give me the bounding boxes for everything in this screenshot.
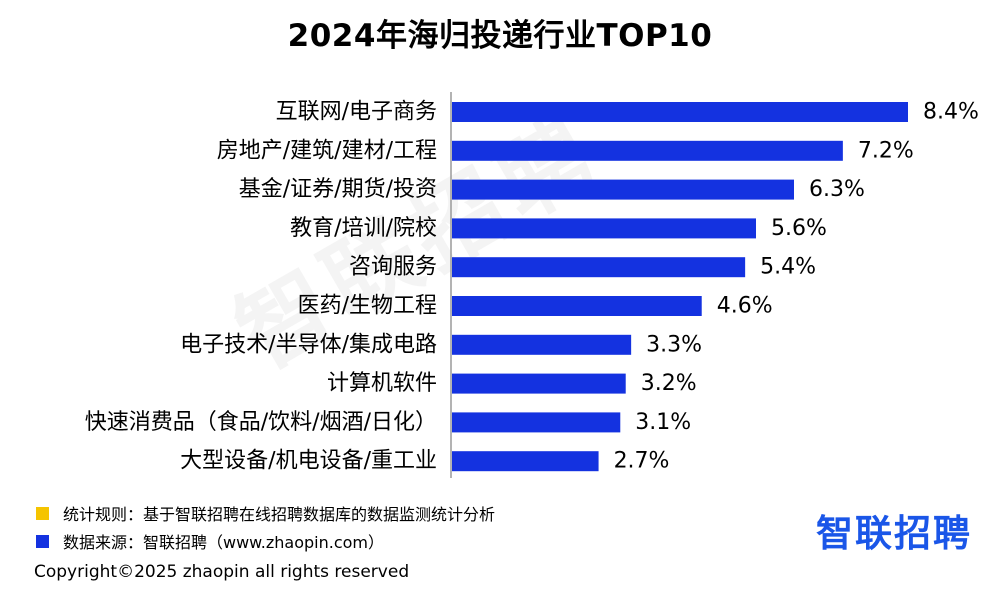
footer-rule: 统计规则：基于智联招聘在线招聘数据库的数据监测统计分析 [36, 501, 495, 525]
bar [452, 296, 702, 316]
bar [452, 179, 794, 200]
value-label: 3.2% [641, 371, 697, 396]
value-label: 6.3% [809, 177, 865, 202]
copyright-text: Copyright©2025 zhaopin all rights reserv… [34, 562, 410, 582]
value-label: 7.2% [858, 138, 914, 163]
category-label: 快速消费品（食品/饮料/烟酒/日化） [85, 410, 437, 435]
value-label: 3.1% [635, 410, 691, 435]
category-label: 大型设备/机电设备/重工业 [180, 449, 437, 474]
footer-source: 数据来源：智联招聘（www.zhaopin.com） [36, 529, 384, 553]
bar [452, 140, 843, 161]
value-label: 8.4% [923, 100, 979, 125]
category-label: 电子技术/半导体/集成电路 [180, 332, 437, 357]
category-label: 互联网/电子商务 [276, 100, 437, 125]
bar [452, 218, 756, 239]
category-label: 咨询服务 [349, 255, 437, 280]
category-label: 基金/证券/期货/投资 [239, 177, 437, 202]
category-label: 计算机软件 [327, 371, 437, 396]
bar [452, 334, 632, 355]
chart-title: 2024年海归投递行业TOP10 [287, 18, 713, 54]
value-label: 5.4% [760, 255, 816, 280]
bar [452, 373, 626, 394]
bar [452, 257, 746, 278]
value-label: 4.6% [717, 294, 773, 319]
footer-rule-text: 统计规则：基于智联招聘在线招聘数据库的数据监测统计分析 [63, 505, 496, 524]
value-label: 2.7% [614, 449, 670, 474]
value-label: 3.3% [646, 332, 702, 357]
bar [452, 102, 908, 122]
bar [452, 451, 599, 472]
value-label: 5.6% [771, 216, 827, 241]
category-label: 教育/培训/院校 [290, 216, 437, 241]
bar [452, 412, 621, 433]
brand-logo: 智联招聘 [816, 512, 972, 555]
source-legend-square [36, 534, 49, 548]
rule-legend-square [36, 506, 49, 520]
footer-source-text: 数据来源：智联招聘（www.zhaopin.com） [63, 533, 385, 552]
category-label: 医药/生物工程 [298, 294, 437, 319]
bar-chart: 互联网/电子商务 8.4% 房地产/建筑/建材/工程 7.2% 基金/证券/期货/投资 6… [85, 92, 979, 478]
category-label: 房地产/建筑/建材/工程 [217, 138, 437, 163]
